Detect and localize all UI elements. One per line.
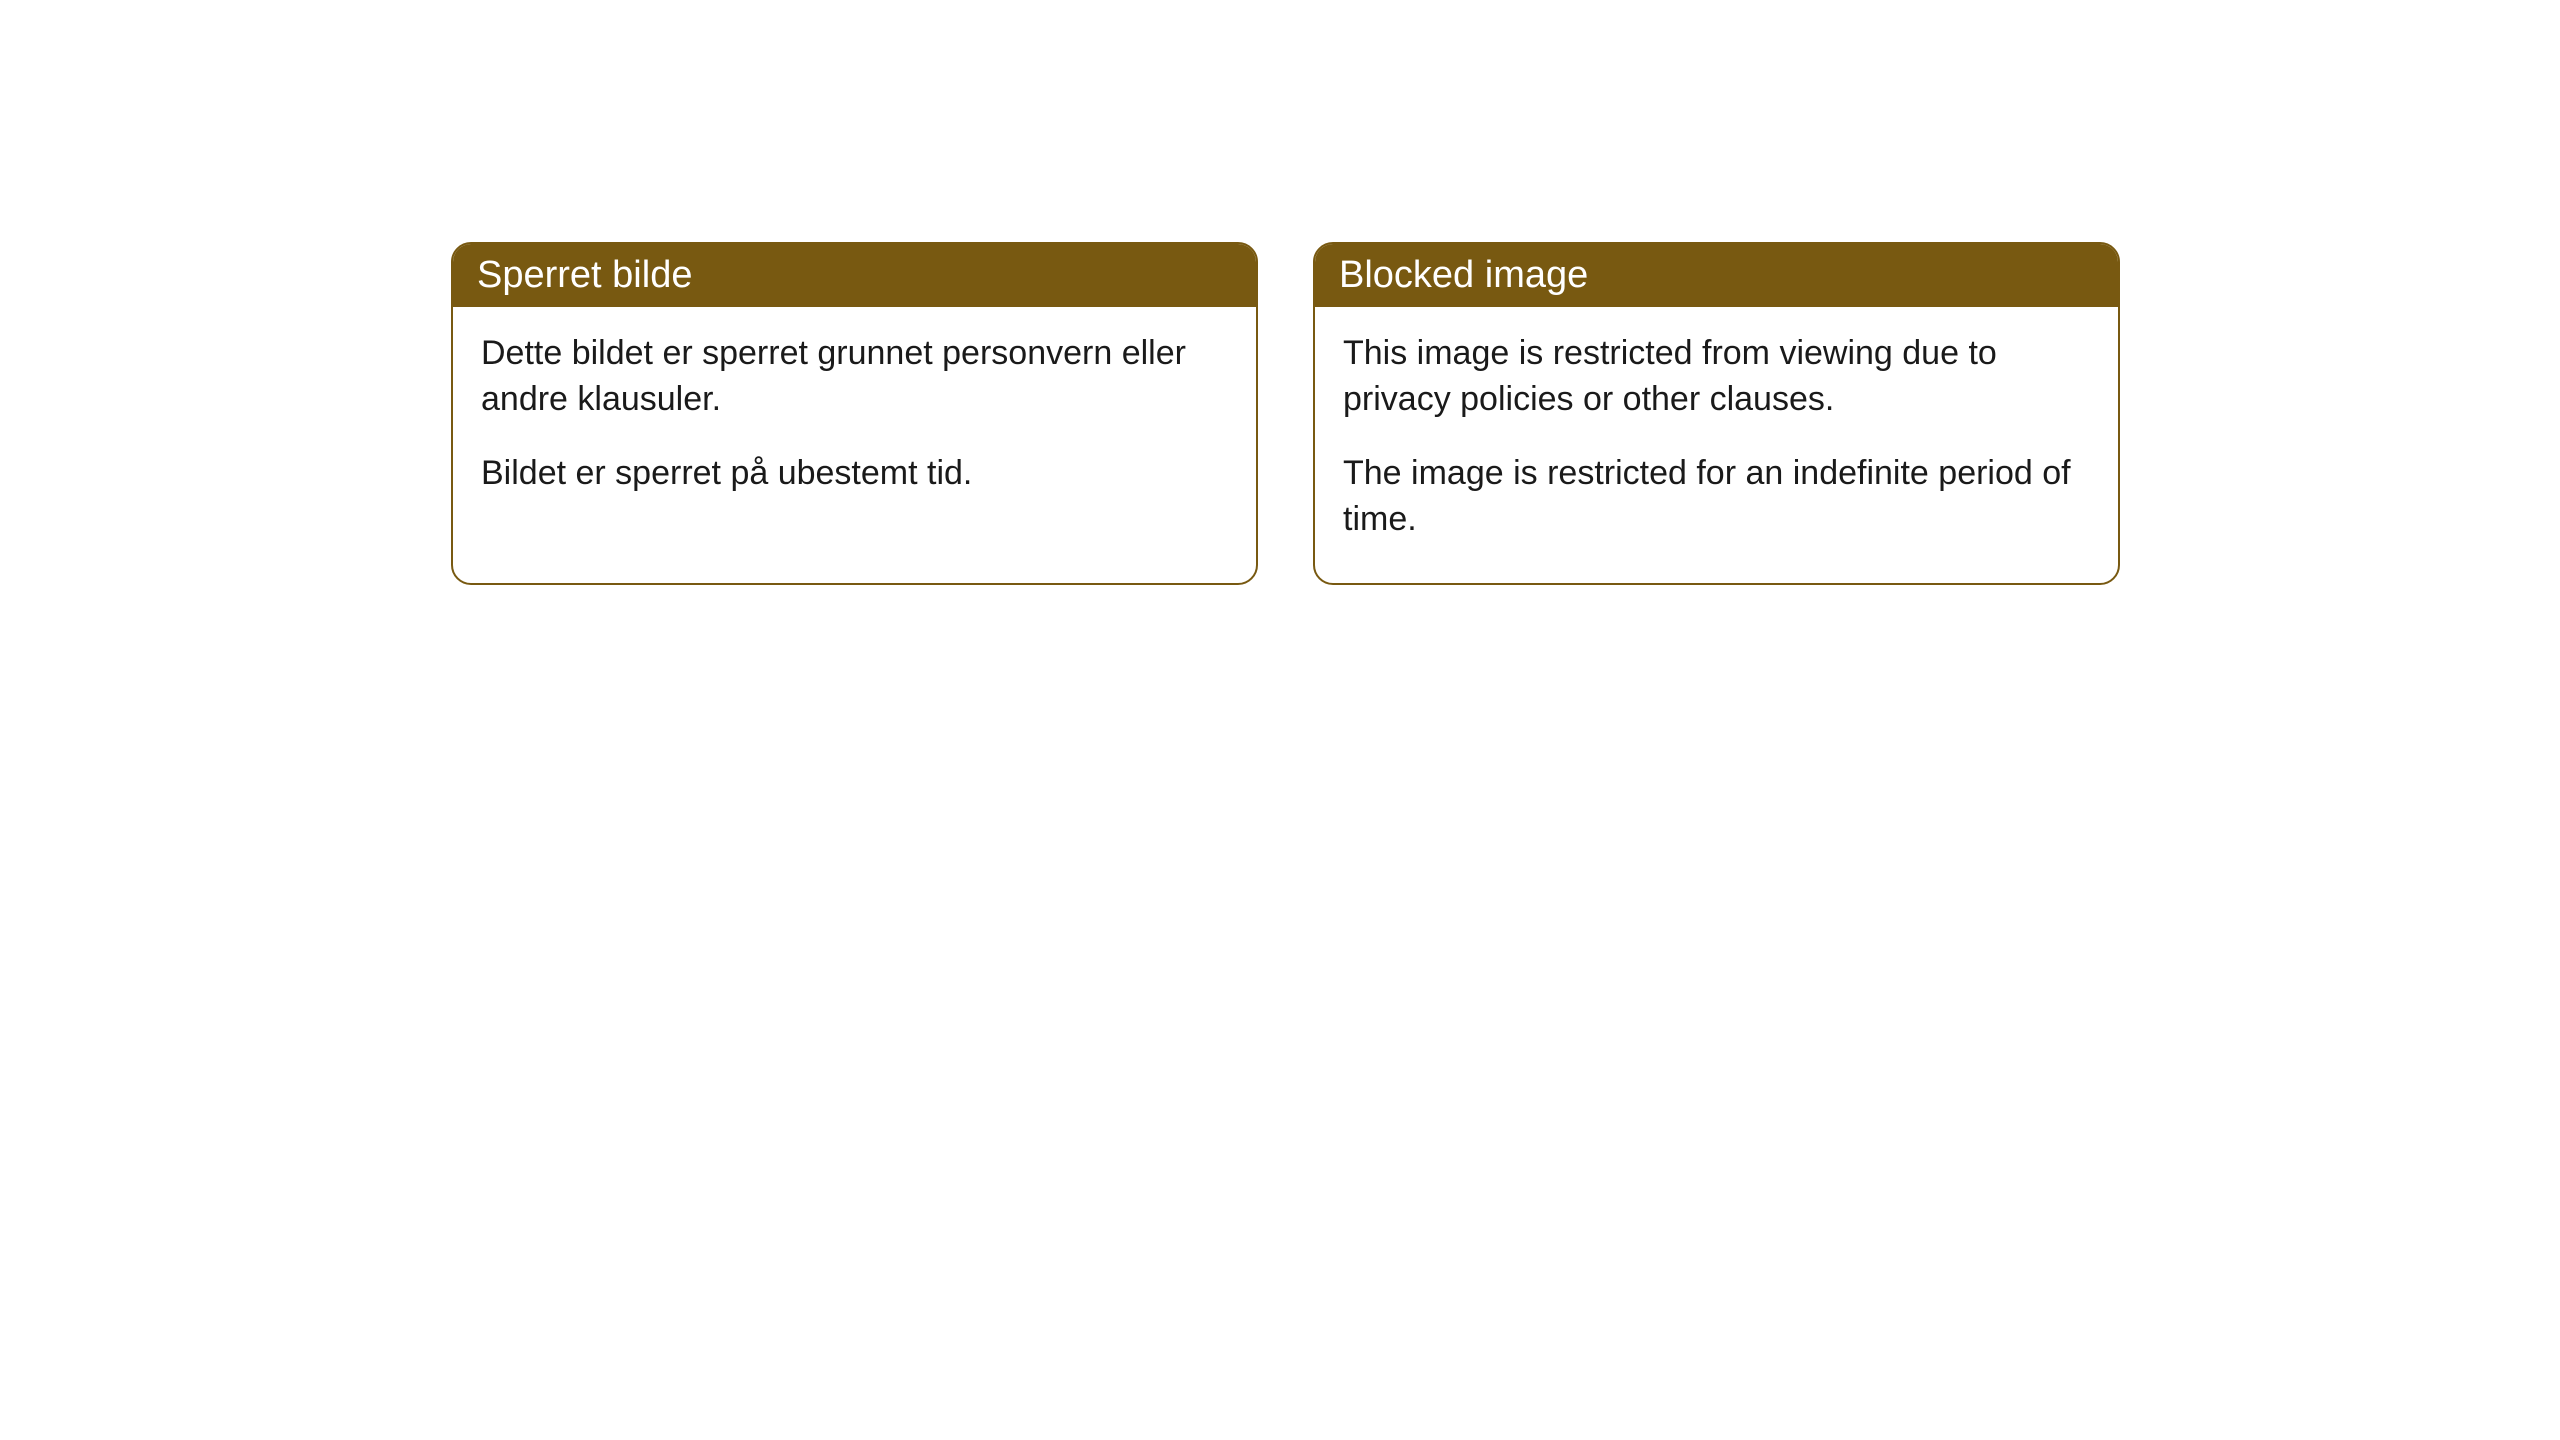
card-header-english: Blocked image — [1315, 244, 2118, 307]
notice-card-english: Blocked image This image is restricted f… — [1313, 242, 2120, 585]
card-title-norwegian: Sperret bilde — [477, 254, 692, 296]
card-text-norwegian-2: Bildet er sperret på ubestemt tid. — [481, 451, 1228, 497]
card-body-norwegian: Dette bildet er sperret grunnet personve… — [453, 307, 1256, 537]
card-header-norwegian: Sperret bilde — [453, 244, 1256, 307]
notice-card-norwegian: Sperret bilde Dette bildet er sperret gr… — [451, 242, 1258, 585]
notice-container: Sperret bilde Dette bildet er sperret gr… — [451, 242, 2120, 585]
card-body-english: This image is restricted from viewing du… — [1315, 307, 2118, 583]
card-text-norwegian-1: Dette bildet er sperret grunnet personve… — [481, 331, 1228, 423]
card-text-english-2: The image is restricted for an indefinit… — [1343, 451, 2090, 543]
card-text-english-1: This image is restricted from viewing du… — [1343, 331, 2090, 423]
card-title-english: Blocked image — [1339, 254, 1588, 296]
